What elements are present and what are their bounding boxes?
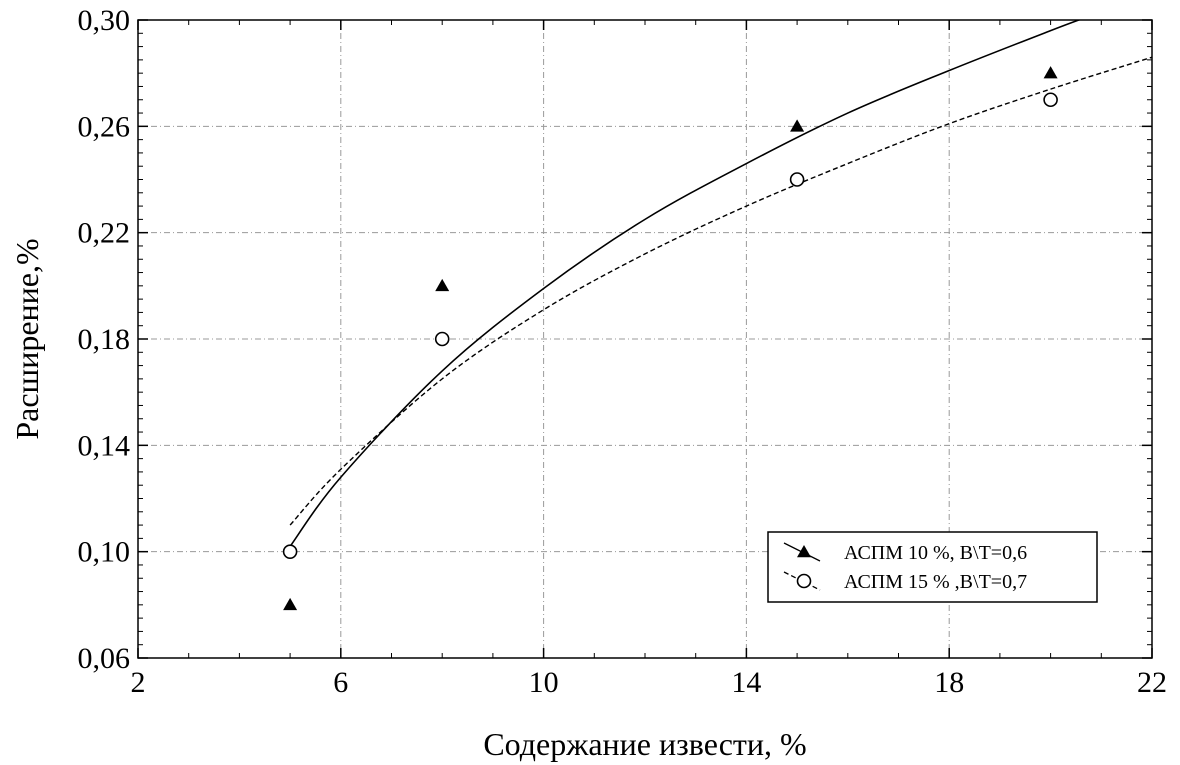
series-2-point (434, 331, 450, 347)
series-1-point (1043, 66, 1058, 79)
series-2-point (789, 172, 805, 187)
x-tick-label: 14 (731, 666, 761, 699)
tick-layer: 2 6 10 14 18 22 0,06 0,10 0,14 0,18 0,22 0,26 0,30 (78, 4, 1168, 699)
x-tick-label: 10 (529, 666, 559, 699)
legend: АСПМ 10 %, В\Т=0,6 АСПМ 15 % ,В\Т=0,7 (767, 531, 1098, 603)
y-tick-label: 0,10 (78, 536, 131, 569)
x-tick-label: 22 (1137, 666, 1167, 699)
legend-label-2: АСПМ 15 % ,В\Т=0,7 (844, 571, 1027, 593)
x-tick-label: 2 (131, 666, 146, 699)
y-tick-label: 0,30 (78, 4, 131, 37)
series-2-point (282, 544, 298, 559)
x-tick-label: 6 (333, 666, 348, 699)
series-2-point (1043, 92, 1058, 108)
y-tick-label: 0,26 (78, 110, 131, 143)
legend-marker-1 (797, 545, 811, 558)
curve-layer (289, 20, 1152, 547)
legend-label-1: АСПМ 10 %, В\Т=0,6 (844, 542, 1027, 564)
series-1-point (283, 597, 298, 611)
x-axis-title: Содержание извести, % (483, 726, 806, 762)
y-tick-label: 0,18 (78, 323, 131, 356)
legend-entries: АСПМ 10 %, В\Т=0,6 АСПМ 15 % ,В\Т=0,7 (783, 542, 1027, 593)
y-tick-label: 0,14 (78, 429, 131, 462)
x-tick-label: 18 (934, 666, 964, 699)
legend-box (767, 531, 1098, 603)
series-2-fit-curve (289, 56, 1152, 526)
y-tick-label: 0,22 (78, 217, 131, 250)
series-1-fit-curve (289, 20, 1082, 547)
marker-layer (282, 66, 1058, 611)
series-1-point (790, 119, 805, 132)
series-1-point (435, 278, 450, 292)
y-axis-title: Расширение,% (9, 238, 45, 439)
y-tick-label: 0,06 (78, 642, 131, 675)
legend-marker-2 (796, 573, 812, 589)
